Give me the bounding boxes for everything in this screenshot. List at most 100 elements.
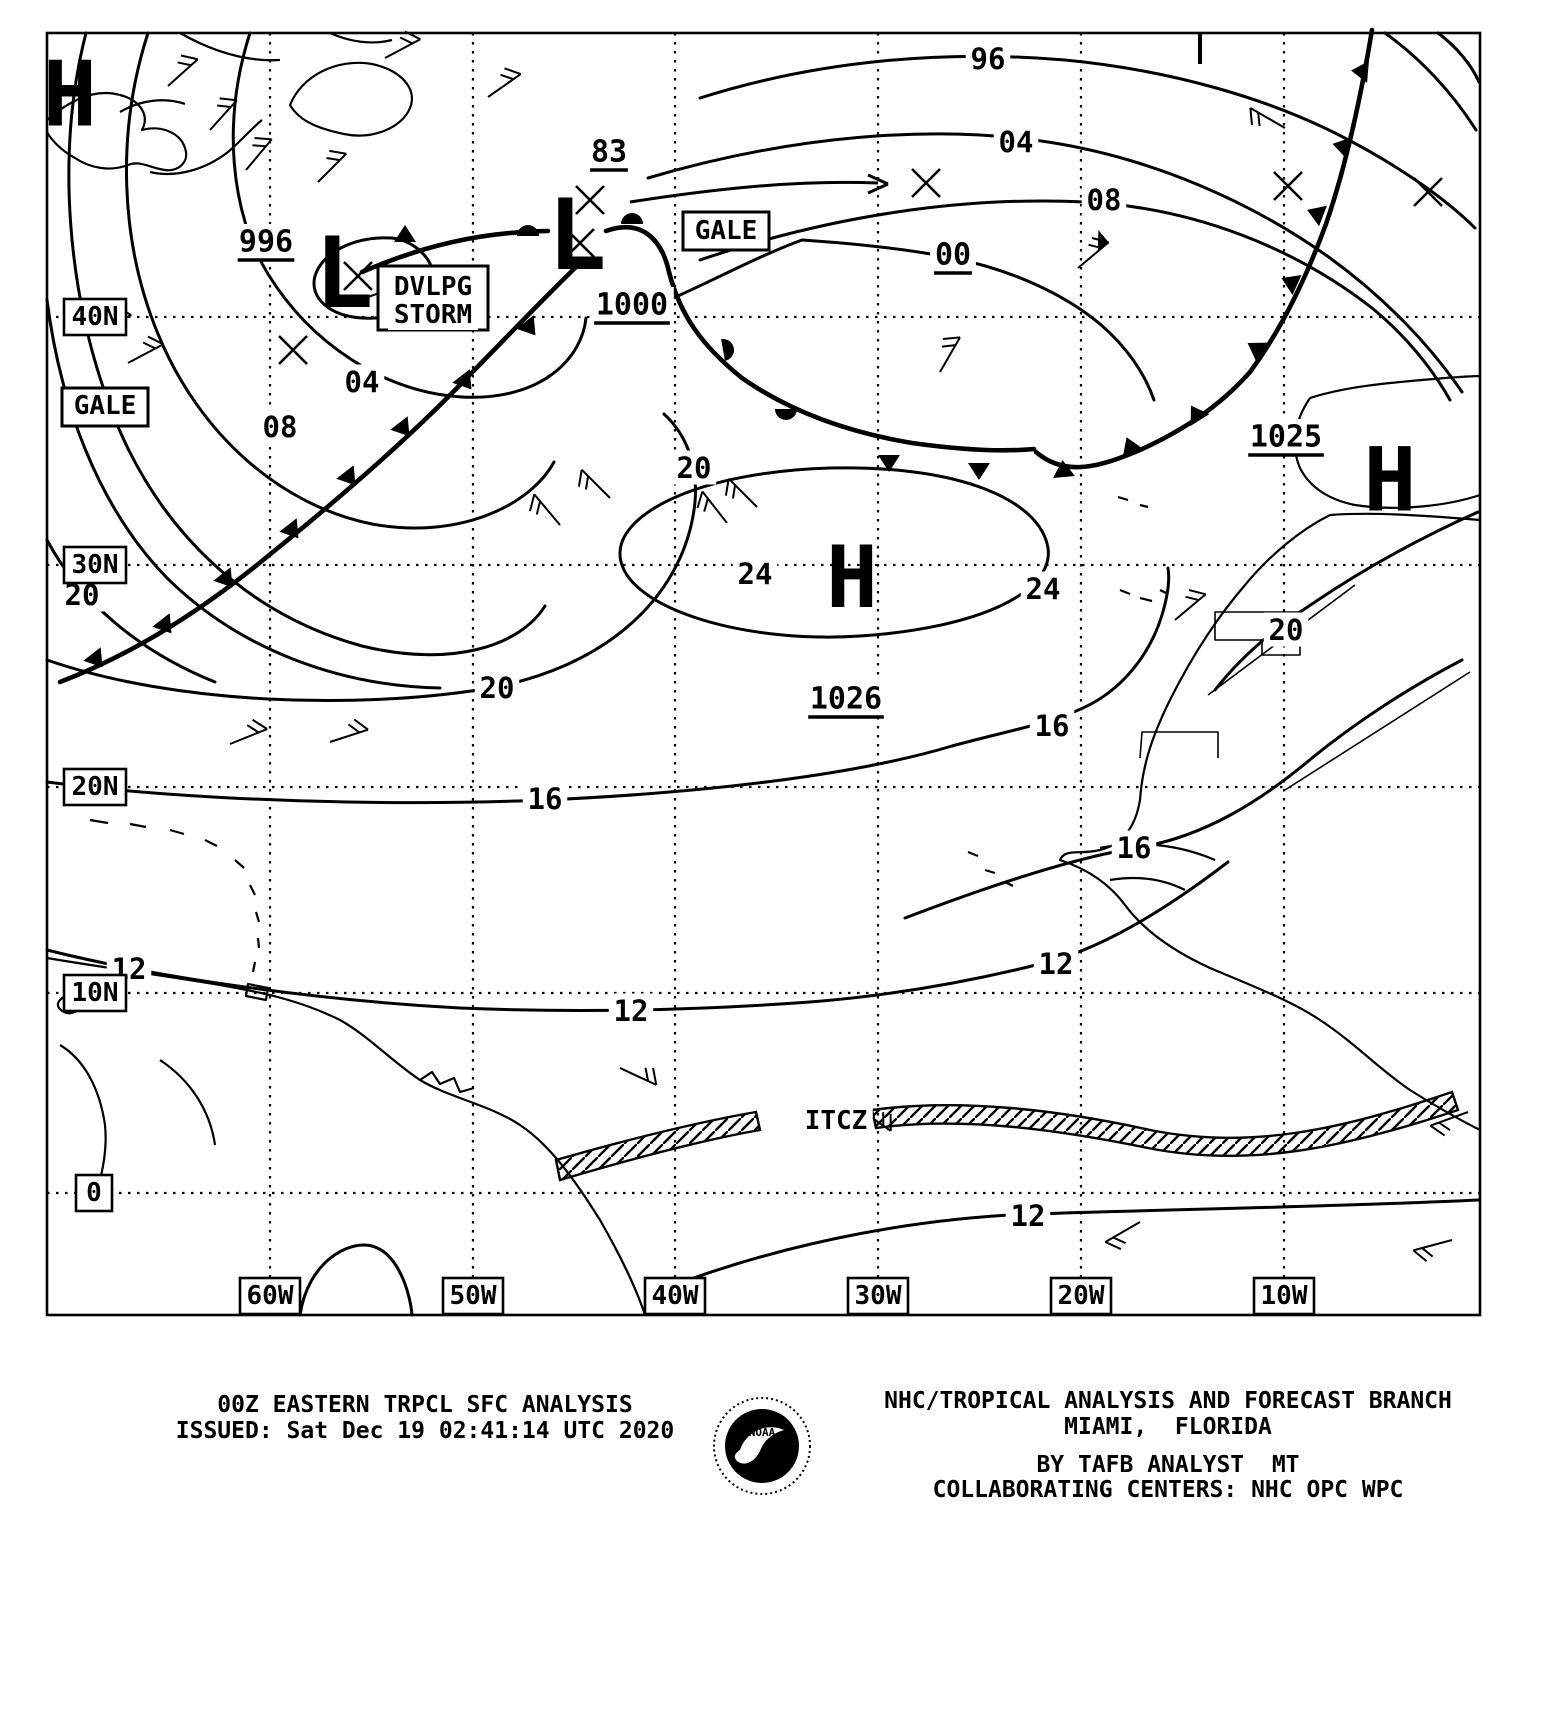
- isobar-label: 08: [263, 410, 298, 444]
- front-triangle-pip: [1332, 137, 1352, 159]
- front-triangle-pip: [83, 647, 103, 668]
- annotation-storm: STORM: [394, 300, 472, 330]
- x-center-mark: [1413, 177, 1443, 207]
- isobar-line: [67, 31, 547, 657]
- wind-barb-icon: [529, 493, 561, 526]
- wind-barb-icon: [939, 336, 961, 373]
- pressure-value-label: 996: [239, 225, 293, 260]
- pressure-value-label: 1025: [1250, 420, 1322, 455]
- latitude-label-box: [62, 767, 128, 807]
- isobar-line: [45, 566, 1171, 805]
- isobar-line: [45, 860, 1230, 1012]
- x-center-mark: [278, 335, 308, 365]
- front-triangle-pip: [390, 416, 410, 437]
- wind-barb-icon: [384, 30, 421, 59]
- isobar-label: 04: [345, 365, 380, 399]
- isobar-line: [1436, 31, 1481, 84]
- wind-barb-icon: [209, 97, 238, 131]
- isobar-line: [124, 31, 556, 530]
- footer: 00Z EASTERN TRPCL SFC ANALYSIS ISSUED: S…: [176, 1388, 1452, 1503]
- isobar-label: 16: [528, 782, 563, 816]
- wind-barb-icon: [619, 1067, 658, 1086]
- latlon-gridlines: [47, 33, 1480, 1315]
- front-triangle-pip: [1190, 405, 1210, 426]
- label-halo: [671, 450, 717, 485]
- isobar-line: [646, 132, 1464, 394]
- pressure-center-L: L: [547, 179, 606, 293]
- front-triangle-pip: [336, 465, 356, 486]
- front-triangle-pip: [1307, 205, 1327, 227]
- itcz-hatched-band: [870, 1090, 1460, 1158]
- label-halo: [1111, 830, 1157, 865]
- latitude-label: 0: [86, 1178, 102, 1208]
- label-halo: [388, 299, 478, 330]
- x-center-mark: [343, 261, 373, 291]
- front-triangle-pip: [394, 225, 416, 242]
- wind-barb-icon: [1249, 107, 1286, 129]
- wind-barb-icon: [724, 478, 758, 508]
- footer-analyst-line: BY TAFB ANALYST MT: [1036, 1452, 1299, 1478]
- trough-arrowhead-icon: [867, 173, 889, 195]
- trough-line: [629, 180, 879, 204]
- isobar-label: 12: [614, 994, 649, 1028]
- longitude-label: 40W: [652, 1281, 699, 1311]
- footer-issuance-line2: ISSUED: Sat Dec 19 02:41:14 UTC 2020: [176, 1418, 675, 1444]
- isobar-line: [1213, 510, 1480, 692]
- annotation-gale: GALE: [695, 216, 758, 246]
- latitude-label: 20N: [72, 772, 119, 802]
- annotation-box: [60, 386, 150, 428]
- front-semicircle-pip: [721, 339, 734, 361]
- isobar-label: 12: [1011, 1199, 1046, 1233]
- latitude-label-box: [62, 973, 128, 1013]
- footer-branch-line2: MIAMI, FLORIDA: [1064, 1414, 1272, 1440]
- latitude-label-box: [62, 545, 128, 585]
- wind-barb-icon: [329, 718, 369, 743]
- longitude-label-box: [441, 1276, 505, 1316]
- cold-front: [57, 263, 580, 685]
- front-triangle-pip: [1053, 460, 1075, 478]
- longitude-label: 60W: [247, 1281, 294, 1311]
- label-halo: [590, 287, 674, 322]
- front-triangle-pip: [516, 315, 536, 336]
- label-halo: [1020, 571, 1066, 606]
- longitude-label-box: [238, 1276, 302, 1316]
- wind-barb-icon: [577, 469, 611, 499]
- latitude-label: 10N: [72, 978, 119, 1008]
- occluded-front: [603, 224, 1037, 453]
- label-halo: [1081, 182, 1127, 217]
- front-triangle-pip: [279, 518, 299, 539]
- isobar-line: [698, 54, 1477, 230]
- pressure-value-label: 00: [935, 238, 971, 273]
- isobar-label: 12: [1039, 947, 1074, 981]
- front-triangle-pip: [152, 613, 172, 634]
- label-halo: [965, 41, 1011, 76]
- front-triangle-pip: [452, 369, 472, 390]
- longitude-label-box: [643, 1276, 707, 1316]
- label-halo: [732, 556, 778, 591]
- isobar-label: 04: [999, 125, 1034, 159]
- label-halo: [930, 237, 976, 272]
- itcz-band: [554, 1090, 1460, 1182]
- front-triangle-pip: [1122, 437, 1144, 458]
- label-halo: [586, 134, 632, 169]
- isobar-label: 96: [971, 42, 1006, 76]
- front-semicircle-pip: [621, 213, 643, 224]
- x-center-mark: [565, 228, 595, 258]
- x-center-mark: [1273, 171, 1303, 201]
- front-semicircle-pip: [775, 409, 797, 420]
- isobar-line: [698, 199, 1452, 402]
- wind-barb-icon: [167, 54, 199, 87]
- pressure-value-label: 1026: [810, 682, 882, 717]
- front-triangle-pip: [968, 463, 990, 480]
- label-halo: [1029, 708, 1075, 743]
- wind-barb-icon: [487, 67, 522, 98]
- label-halo: [339, 364, 385, 399]
- noaa-logo: NOAA: [713, 1397, 811, 1495]
- pressure-center-H: H: [43, 43, 97, 148]
- front-triangle-pip: [878, 455, 900, 472]
- pressure-center-H: H: [1364, 429, 1417, 532]
- isobar-label: 16: [1117, 831, 1152, 865]
- wind-barb-icon: [317, 149, 347, 183]
- pressure-center-H: H: [826, 528, 878, 628]
